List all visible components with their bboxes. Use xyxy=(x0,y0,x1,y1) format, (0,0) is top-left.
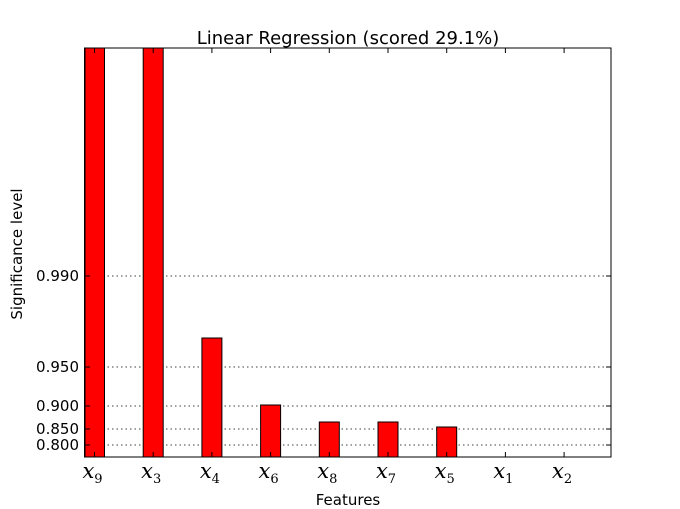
x-tick-label: x6 xyxy=(259,459,279,487)
bar xyxy=(260,404,282,458)
bar xyxy=(201,337,223,458)
x-tick-label: x7 xyxy=(376,459,396,487)
y-tick-label: 0.900 xyxy=(36,397,79,415)
x-tick-label: x9 xyxy=(82,459,102,487)
plot-frame xyxy=(84,47,612,458)
bars xyxy=(84,47,458,458)
x-tick-label: x8 xyxy=(317,459,337,487)
x-tick-label: x3 xyxy=(141,459,161,487)
x-tick-label: x4 xyxy=(200,459,220,487)
y-tick-label: 0.950 xyxy=(36,358,79,376)
x-axis-label: Features xyxy=(316,491,381,509)
x-tick-label: x5 xyxy=(435,459,455,487)
bar xyxy=(318,421,340,458)
x-tick-label: x2 xyxy=(552,459,572,487)
y-tick-label: 0.850 xyxy=(36,420,79,438)
y-tick-label: 0.990 xyxy=(36,267,79,285)
bar xyxy=(377,421,399,458)
bar xyxy=(84,47,105,458)
x-tick-label: x1 xyxy=(493,459,513,487)
y-axis-label: Significance level xyxy=(8,188,26,319)
grid-lines xyxy=(85,275,611,446)
chart-title: Linear Regression (scored 29.1%) xyxy=(197,28,500,49)
y-tick-label: 0.800 xyxy=(36,436,79,454)
bar xyxy=(142,47,164,458)
